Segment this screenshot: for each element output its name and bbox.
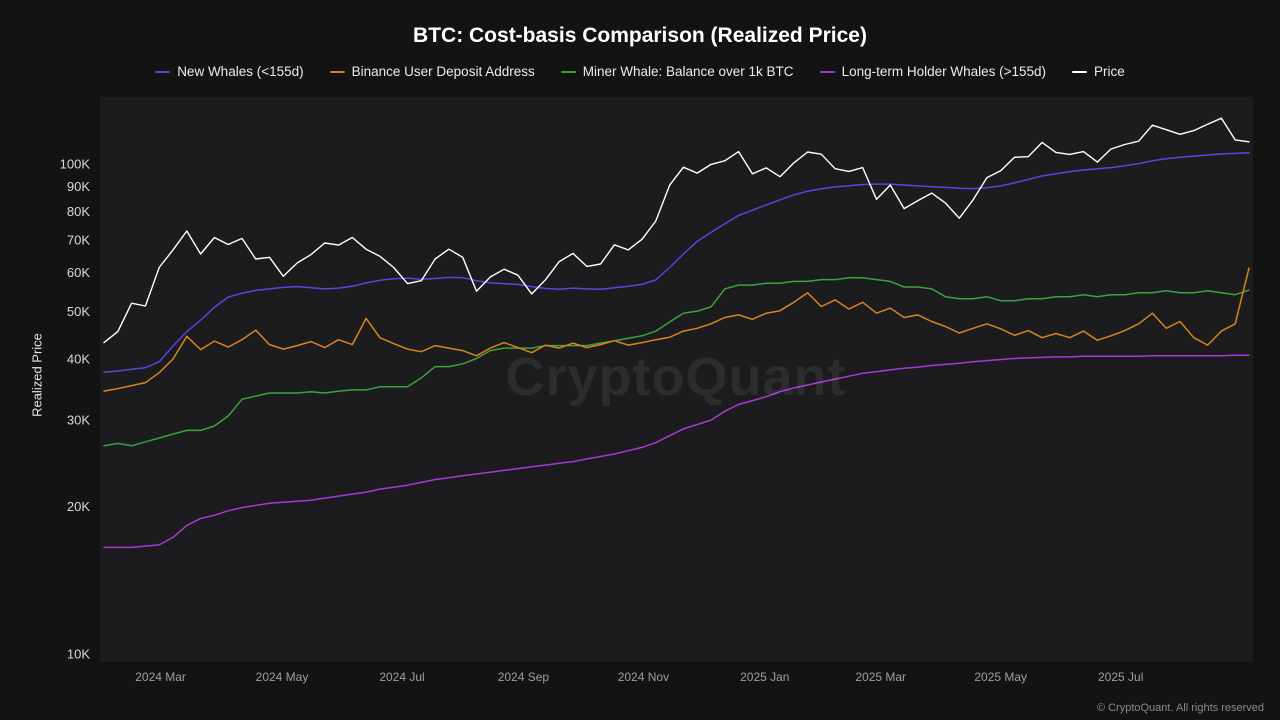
legend-item-long-term-holder-whales[interactable]: Long-term Holder Whales (>155d) xyxy=(819,64,1047,79)
page-title: BTC: Cost-basis Comparison (Realized Pri… xyxy=(413,24,867,47)
svg-text:2024 Sep: 2024 Sep xyxy=(498,670,550,684)
svg-text:90K: 90K xyxy=(67,179,90,194)
svg-text:10K: 10K xyxy=(67,647,90,662)
legend-label: Price xyxy=(1094,64,1125,79)
svg-text:2025 Mar: 2025 Mar xyxy=(855,670,906,684)
legend-label: Binance User Deposit Address xyxy=(351,64,535,79)
copyright-notice: © CryptoQuant. All rights reserved xyxy=(1096,702,1264,714)
new-whales-swatch-icon xyxy=(155,70,171,73)
lth-whales-swatch-icon xyxy=(819,70,835,73)
svg-text:2024 Jul: 2024 Jul xyxy=(379,670,424,684)
svg-text:60K: 60K xyxy=(67,265,90,280)
svg-text:100K: 100K xyxy=(60,157,91,172)
legend-item-binance-user-deposit[interactable]: Binance User Deposit Address xyxy=(329,64,535,79)
svg-text:2024 Mar: 2024 Mar xyxy=(135,670,186,684)
svg-text:2024 May: 2024 May xyxy=(256,670,309,684)
svg-text:40K: 40K xyxy=(67,352,90,367)
legend-label: Long-term Holder Whales (>155d) xyxy=(841,64,1047,79)
legend-label: New Whales (<155d) xyxy=(177,64,304,79)
svg-text:2025 May: 2025 May xyxy=(974,670,1027,684)
svg-text:2025 Jan: 2025 Jan xyxy=(740,670,789,684)
binance-deposit-swatch-icon xyxy=(329,70,345,73)
svg-text:2024 Nov: 2024 Nov xyxy=(618,670,669,684)
legend-item-miner-whale[interactable]: Miner Whale: Balance over 1k BTC xyxy=(560,64,794,79)
svg-text:50K: 50K xyxy=(67,304,90,319)
svg-text:70K: 70K xyxy=(67,232,90,247)
svg-text:20K: 20K xyxy=(67,499,90,514)
svg-text:30K: 30K xyxy=(67,413,90,428)
svg-text:80K: 80K xyxy=(67,204,90,219)
legend-item-price[interactable]: Price xyxy=(1072,64,1125,79)
miner-whale-swatch-icon xyxy=(560,70,576,73)
price-swatch-icon xyxy=(1072,70,1088,73)
svg-text:2025 Jul: 2025 Jul xyxy=(1098,670,1143,684)
legend-label: Miner Whale: Balance over 1k BTC xyxy=(582,64,794,79)
legend-item-new-whales[interactable]: New Whales (<155d) xyxy=(155,64,304,79)
legend: New Whales (<155d) Binance User Deposit … xyxy=(0,64,1280,79)
